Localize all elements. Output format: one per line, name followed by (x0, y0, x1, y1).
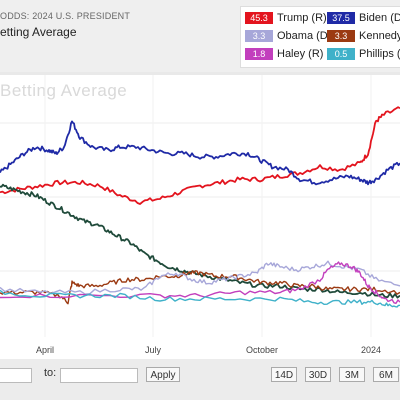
chart-svg (0, 75, 400, 337)
chart-header: ODDS: 2024 U.S. PRESIDENT etting Average… (0, 0, 400, 72)
legend-value-haley: 1.8 (245, 48, 273, 60)
legend-label-kennedy: Kennedy (I) (359, 30, 400, 42)
to-date-input[interactable] (60, 368, 138, 383)
x-tick-label: April (35, 345, 55, 355)
apply-button[interactable]: Apply (146, 367, 180, 382)
series-line (0, 260, 400, 295)
legend-value-kennedy: 3.3 (327, 30, 355, 42)
from-date-input[interactable] (0, 368, 32, 383)
range-3m-button[interactable]: 3M (339, 367, 365, 382)
legend-item-kennedy[interactable]: 3.3 Kennedy (I) (327, 29, 400, 43)
legend-label-phillips: Phillips (D) (359, 48, 400, 60)
x-tick-label: 2024 (360, 345, 382, 355)
legend-value-trump: 45.3 (245, 12, 273, 24)
series-line (0, 120, 400, 186)
to-label: to: (44, 367, 57, 379)
range-controls: to: Apply 14D 30D 3M 6M (0, 359, 400, 400)
chart-title: etting Average (0, 25, 77, 39)
range-6m-button[interactable]: 6M (373, 367, 399, 382)
plot-area[interactable]: Betting Average (0, 75, 400, 337)
legend-value-biden: 37.5 (327, 12, 355, 24)
legend-label-trump: Trump (R) (277, 12, 327, 24)
legend-item-trump[interactable]: 45.3 Trump (R) (245, 11, 327, 25)
legend-label-obama: Obama (D) (277, 30, 332, 42)
range-14d-button[interactable]: 14D (271, 367, 297, 382)
range-30d-button[interactable]: 30D (305, 367, 331, 382)
legend-value-obama: 3.3 (245, 30, 273, 42)
legend-item-obama[interactable]: 3.3 Obama (D) (245, 29, 331, 43)
series-line (0, 289, 400, 308)
x-axis: April July October 2024 (0, 337, 400, 359)
legend-item-phillips[interactable]: 0.5 Phillips (D) (327, 47, 400, 61)
chart-supertitle: ODDS: 2024 U.S. PRESIDENT (0, 11, 131, 21)
legend: 45.3 Trump (R) 37.5 Biden (D) 3.3 Obama … (240, 6, 400, 68)
x-tick-label: October (245, 345, 279, 355)
series-line (0, 106, 400, 205)
x-tick-label: July (144, 345, 162, 355)
series-line (0, 261, 400, 304)
legend-label-haley: Haley (R) (277, 48, 324, 60)
legend-item-biden[interactable]: 37.5 Biden (D) (327, 11, 400, 25)
legend-label-biden: Biden (D) (359, 12, 400, 24)
series-line (0, 183, 400, 299)
legend-item-haley[interactable]: 1.8 Haley (R) (245, 47, 323, 61)
watermark: Betting Average (0, 81, 128, 100)
series-line (0, 270, 400, 305)
legend-value-phillips: 0.5 (327, 48, 355, 60)
